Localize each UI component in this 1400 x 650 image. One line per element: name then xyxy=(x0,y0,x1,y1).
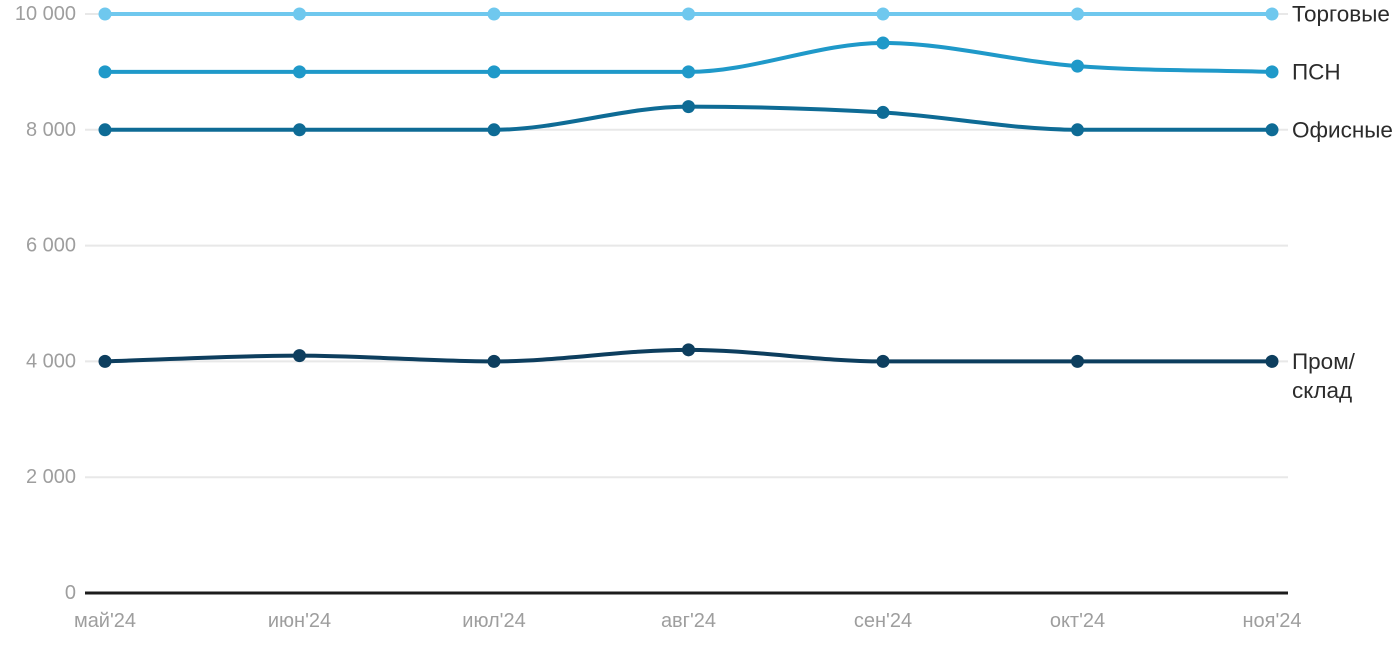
data-point[interactable] xyxy=(98,7,112,21)
legend-label: Торговые xyxy=(1292,2,1390,27)
data-point[interactable] xyxy=(1265,354,1279,368)
data-point[interactable] xyxy=(876,354,890,368)
data-point[interactable] xyxy=(293,65,306,79)
legend-label: Офисные xyxy=(1292,117,1393,142)
data-point[interactable] xyxy=(1071,354,1084,368)
data-point[interactable] xyxy=(293,349,306,363)
x-tick-label: окт'24 xyxy=(1050,610,1105,632)
x-tick-label: май'24 xyxy=(74,610,136,632)
y-tick-label: 10 000 xyxy=(15,3,76,25)
data-point[interactable] xyxy=(487,123,501,137)
data-point[interactable] xyxy=(876,36,890,50)
legend-label: Пром/ xyxy=(1292,349,1356,374)
data-point[interactable] xyxy=(98,123,112,137)
data-point[interactable] xyxy=(1265,65,1279,79)
legend-label: ПСН xyxy=(1292,59,1341,84)
x-tick-label: авг'24 xyxy=(661,610,716,632)
x-tick-label: сен'24 xyxy=(854,610,912,632)
data-point[interactable] xyxy=(1071,123,1084,137)
data-point[interactable] xyxy=(293,123,306,137)
data-point[interactable] xyxy=(98,354,112,368)
x-tick-label: июн'24 xyxy=(268,610,331,632)
data-point[interactable] xyxy=(487,65,501,79)
x-tick-label: ноя'24 xyxy=(1242,610,1301,632)
data-point[interactable] xyxy=(293,7,306,21)
y-tick-label: 2 000 xyxy=(26,466,76,488)
data-point[interactable] xyxy=(682,65,695,79)
legend-label: склад xyxy=(1292,378,1352,403)
data-point[interactable] xyxy=(1265,123,1279,137)
data-point[interactable] xyxy=(98,65,112,79)
data-point[interactable] xyxy=(487,354,501,368)
y-tick-label: 6 000 xyxy=(26,235,76,257)
data-point[interactable] xyxy=(876,7,890,21)
data-point[interactable] xyxy=(876,105,890,119)
data-point[interactable] xyxy=(1265,7,1279,21)
y-tick-label: 8 000 xyxy=(26,119,76,141)
data-point[interactable] xyxy=(682,100,695,114)
data-point[interactable] xyxy=(487,7,501,21)
data-point[interactable] xyxy=(682,7,695,21)
y-tick-label: 4 000 xyxy=(26,350,76,372)
x-tick-label: июл'24 xyxy=(462,610,525,632)
data-point[interactable] xyxy=(682,343,695,357)
data-point[interactable] xyxy=(1071,7,1084,21)
y-tick-label: 0 xyxy=(65,582,76,604)
data-point[interactable] xyxy=(1071,59,1084,73)
